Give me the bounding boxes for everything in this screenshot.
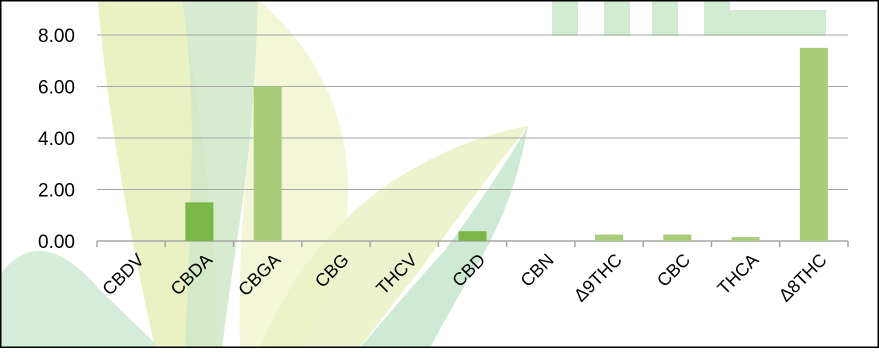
x-tick-label: CBN	[517, 250, 558, 291]
y-tick-label: 8.00	[38, 26, 75, 47]
bars	[185, 47, 828, 241]
bar	[731, 237, 760, 241]
y-tick-label: 2.00	[38, 181, 75, 202]
bar	[595, 234, 624, 241]
leaf-watermark	[0, 0, 826, 348]
bar	[799, 47, 828, 241]
x-tick-label: Δ9THC	[570, 250, 626, 306]
bar	[663, 234, 692, 241]
bar	[253, 86, 282, 241]
x-tick-label: Δ8THC	[775, 250, 831, 306]
x-tick-label: CBC	[653, 250, 694, 291]
gridlines	[97, 34, 848, 190]
bar	[185, 202, 214, 241]
x-tick-label: THCA	[714, 250, 763, 299]
y-tick-label: 4.00	[38, 129, 75, 150]
y-tick-label: 6.00	[38, 78, 75, 99]
y-tick-label: 0.00	[38, 232, 75, 253]
leaf-blade-right-light	[260, 126, 528, 348]
leaf-blade-left	[0, 250, 160, 348]
y-tick-labels: 0.00 2.00 4.00 6.00 8.00	[38, 26, 75, 253]
logo-fragment	[552, 0, 826, 36]
bar	[458, 231, 487, 241]
leaf-blade-right-green	[360, 126, 528, 348]
